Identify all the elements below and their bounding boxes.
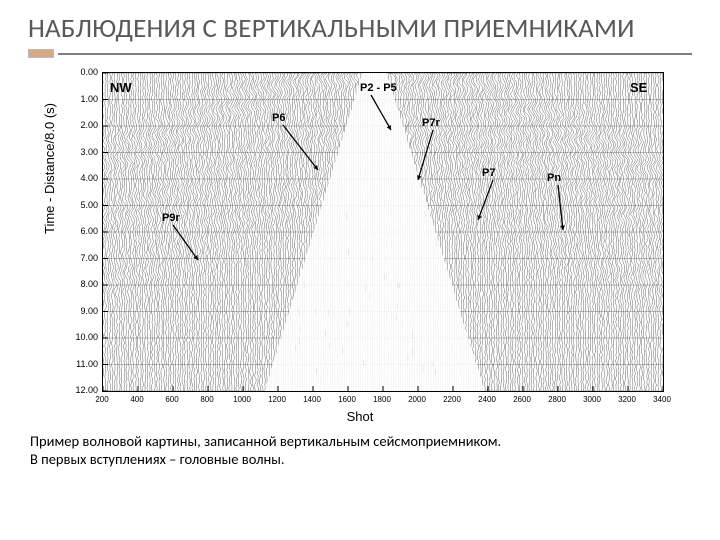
pick-label: P7 [482,167,495,179]
y-tick: 2.00 [70,120,98,130]
x-tick: 1600 [332,395,362,404]
caption: Пример волновой картины, записанной верт… [30,432,690,468]
y-tick: 12.00 [70,385,98,395]
x-tick: 600 [157,395,187,404]
pick-label: P6 [272,112,285,124]
y-tick: 8.00 [70,279,98,289]
x-tick: 2800 [542,395,572,404]
pick-label: Pn [547,172,561,184]
y-tick: 6.00 [70,226,98,236]
y-tick: 10.00 [70,332,98,342]
seismic-figure: Time - Distance/8.0 (s) Shot 0.00 1.00 2.0… [40,64,680,424]
rule-accent [28,49,54,58]
corner-se-label: SE [630,80,647,95]
slide-title: НАБЛЮДЕНИЯ С ВЕРТИКАЛЬНЫМИ ПРИЕМНИКАМИ [28,14,692,43]
title-rule [28,49,692,58]
pick-label: P9r [162,212,180,224]
seismic-svg [103,73,663,391]
corner-nw-label: NW [110,80,132,95]
x-tick: 1400 [297,395,327,404]
y-tick: 11.00 [70,359,98,369]
y-tick: 0.00 [70,67,98,77]
caption-line1: Пример волновой картины, записанной верт… [30,432,501,450]
x-tick: 2200 [437,395,467,404]
y-tick: 9.00 [70,306,98,316]
y-tick: 5.00 [70,200,98,210]
rule-line [58,53,692,55]
pick-label: P2 - P5 [360,82,397,94]
plot-area [102,72,664,392]
x-tick: 800 [192,395,222,404]
caption-line2: В первых вступлениях – головные волны. [30,450,285,468]
x-tick: 2000 [402,395,432,404]
x-tick: 2600 [507,395,537,404]
x-axis-label: Shot [40,409,680,424]
y-tick: 7.00 [70,253,98,263]
x-tick: 1200 [262,395,292,404]
y-tick: 4.00 [70,173,98,183]
y-axis-label: Time - Distance/8.0 (s) [42,103,57,234]
y-tick: 1.00 [70,94,98,104]
x-tick: 3000 [577,395,607,404]
x-tick: 2400 [472,395,502,404]
x-tick: 3200 [612,395,642,404]
x-tick: 200 [87,395,117,404]
slide: НАБЛЮДЕНИЯ С ВЕРТИКАЛЬНЫМИ ПРИЕМНИКАМИ T… [0,0,720,540]
x-tick: 400 [122,395,152,404]
x-tick: 1800 [367,395,397,404]
y-tick: 3.00 [70,147,98,157]
pick-label: P7r [422,117,440,129]
x-tick: 3400 [647,395,677,404]
x-tick: 1000 [227,395,257,404]
